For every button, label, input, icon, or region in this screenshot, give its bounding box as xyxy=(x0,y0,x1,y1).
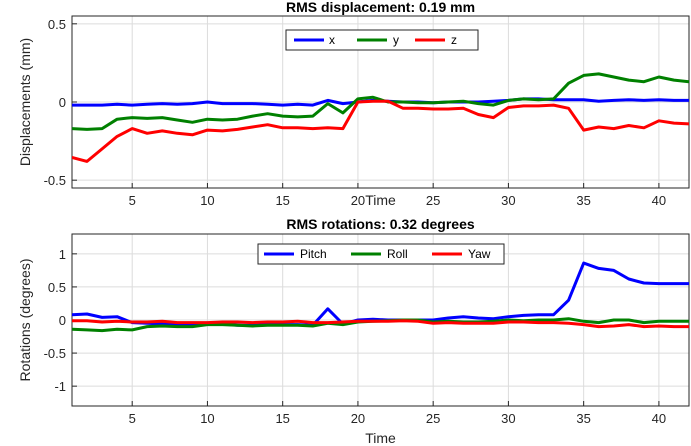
disp-x-tick-label: 10 xyxy=(200,193,214,208)
rot-x-tick-label: 5 xyxy=(129,411,136,426)
disp-x-tick-label: 25 xyxy=(426,193,440,208)
rot-x-tick-label: 25 xyxy=(426,411,440,426)
rot-y-tick-label: -1 xyxy=(54,379,66,394)
disp-x-tick-label: 35 xyxy=(576,193,590,208)
disp-chart-title: RMS displacement: 0.19 mm xyxy=(286,0,475,15)
disp-x-tick-label: 15 xyxy=(275,193,289,208)
rot-legend-label-roll: Roll xyxy=(387,247,408,261)
disp-x-tick-label: 5 xyxy=(129,193,136,208)
disp-series-y xyxy=(72,72,689,131)
rot-series-yaw xyxy=(72,319,689,329)
disp-x-tick-label: 30 xyxy=(501,193,515,208)
rot-y-tick-label: 1 xyxy=(59,247,66,262)
rot-x-tick-label: 15 xyxy=(275,411,289,426)
rot-x-tick-label: 40 xyxy=(652,411,666,426)
rot-x-tick-label: 20 xyxy=(351,411,365,426)
rot-y-tick-label: -0.5 xyxy=(44,346,66,361)
disp-y-tick-label: -0.5 xyxy=(44,173,66,188)
rot-y-axis-label: Rotations (degrees) xyxy=(17,259,33,382)
disp-y-axis-label: Displacements (mm) xyxy=(17,38,33,166)
disp-y-tick-label: 0 xyxy=(59,95,66,110)
disp-legend-label-x: x xyxy=(329,33,335,47)
disp-legend-label-z: z xyxy=(451,33,457,47)
disp-series-z xyxy=(72,99,689,163)
rot-legend-label-pitch: Pitch xyxy=(300,247,327,261)
rot-legend-label-yaw: Yaw xyxy=(468,247,491,261)
rot-x-tick-label: 30 xyxy=(501,411,515,426)
rot-x-tick-label: 10 xyxy=(200,411,214,426)
rot-x-axis-label: Time xyxy=(365,430,396,446)
disp-y-tick-label: 0.5 xyxy=(48,17,66,32)
rot-chart-title: RMS rotations: 0.32 degrees xyxy=(286,216,474,232)
rot-y-tick-label: 0.5 xyxy=(48,280,66,295)
disp-x-tick-label: 40 xyxy=(652,193,666,208)
disp-x-axis-label: Time xyxy=(365,192,396,208)
rot-y-tick-label: 0 xyxy=(59,313,66,328)
disp-legend: x y z xyxy=(285,29,479,51)
rot-legend: Pitch Roll Yaw xyxy=(257,243,505,265)
disp-x-tick-label: 20 xyxy=(351,193,365,208)
rotation-panel: 5 10 15 20 25 30 35 40 -1 -0.5 0 0.5 1 RMS rotations:… xyxy=(17,216,690,446)
disp-legend-label-y: y xyxy=(393,33,399,47)
displacement-panel: 5 10 15 20 25 30 35 40 -0.5 0 0.5 RMS displacement:… xyxy=(17,0,690,208)
rot-x-tick-label: 35 xyxy=(576,411,590,426)
